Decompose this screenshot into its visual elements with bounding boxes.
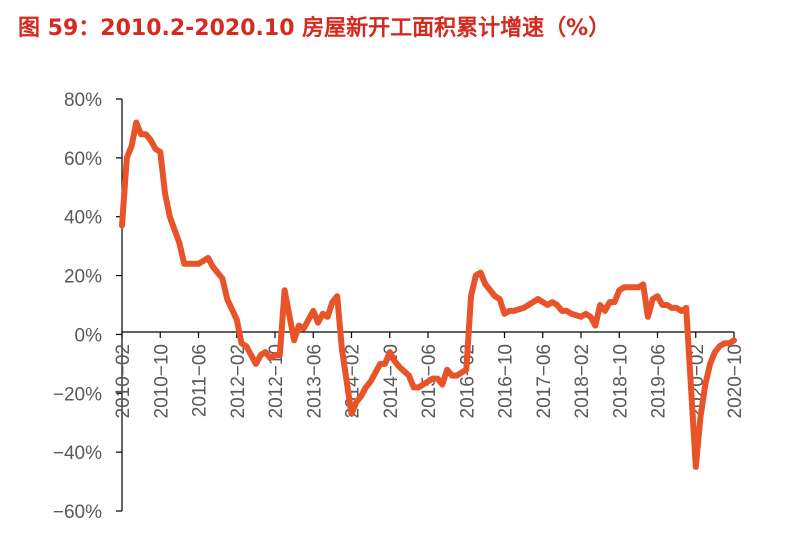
x-tick-label: 2016−10 — [496, 344, 517, 419]
y-tick-label: 40% — [64, 208, 102, 229]
x-tick-label: 2020−10 — [725, 344, 746, 419]
y-tick-label: 0% — [75, 325, 103, 346]
y-tick-label: −60% — [53, 502, 102, 523]
x-tick-label: 2016−02 — [457, 344, 478, 419]
x-axis-tick-marks — [121, 332, 735, 338]
y-tick-label: −40% — [53, 443, 102, 464]
y-axis-tick-labels: 80% 60% 40% 20% 0% −20% −40% −60% — [53, 90, 102, 523]
y-tick-label: 20% — [64, 267, 102, 288]
x-tick-label: 2018−02 — [572, 344, 593, 419]
x-tick-label: 2018−10 — [610, 344, 631, 419]
x-tick-label: 2010−10 — [151, 344, 172, 419]
x-tick-label: 2012−02 — [228, 344, 249, 419]
x-tick-label: 2017−06 — [534, 344, 555, 419]
y-tick-label: −20% — [53, 384, 102, 405]
y-tick-label: 60% — [64, 149, 102, 170]
x-tick-label: 2019−06 — [649, 344, 670, 419]
y-tick-label: 80% — [64, 90, 102, 111]
x-tick-label: 2011−06 — [190, 344, 211, 417]
series-line — [119, 119, 737, 470]
x-tick-label: 2013−06 — [304, 344, 325, 419]
y-axis-tick-marks — [116, 98, 122, 512]
x-tick-label: 2010−02 — [113, 344, 134, 419]
x-tick-label: 2012−10 — [266, 344, 287, 419]
chart-title: 图 59：2010.2-2020.10 房屋新开工面积累计增速（%） — [18, 16, 611, 41]
